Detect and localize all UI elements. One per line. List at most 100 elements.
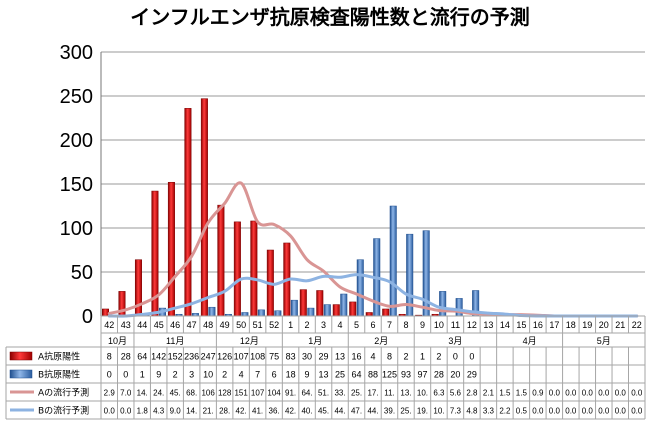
- week-label: 49: [220, 320, 230, 330]
- data-label: 25: [335, 370, 345, 380]
- week-label: 6: [370, 320, 375, 330]
- data-label: 0: [453, 352, 458, 362]
- data-label: 0.0: [104, 407, 116, 416]
- data-label: 142: [151, 352, 166, 362]
- data-label: 236: [184, 352, 199, 362]
- data-label: 2: [222, 370, 227, 380]
- data-label: 0.0: [582, 407, 594, 416]
- data-label: 1.5: [499, 389, 511, 398]
- data-label: 126: [217, 352, 232, 362]
- bar-b: [290, 299, 298, 317]
- data-label: 152: [168, 352, 183, 362]
- data-label: 2.2: [499, 407, 511, 416]
- data-label: 24.: [153, 389, 164, 398]
- week-label: 20: [599, 320, 609, 330]
- data-label: 14.: [137, 389, 148, 398]
- data-label: 83: [286, 352, 296, 362]
- data-label: 29: [467, 370, 477, 380]
- week-label: 11: [451, 320, 460, 330]
- week-label: 18: [566, 320, 576, 330]
- legend-key: [9, 369, 33, 379]
- data-label: 4: [239, 370, 244, 380]
- bar-b: [208, 306, 216, 317]
- bar-a: [250, 220, 258, 317]
- data-label: 128: [218, 389, 232, 398]
- data-label: 0.0: [615, 389, 627, 398]
- data-label: 0: [469, 352, 474, 362]
- bar-a: [332, 304, 340, 317]
- data-label: 107: [234, 352, 249, 362]
- y-tick-label: 200: [60, 130, 93, 152]
- data-label: 19.: [417, 407, 428, 416]
- data-label: 39.: [384, 407, 395, 416]
- data-label: 0: [123, 370, 128, 380]
- week-label: 21: [615, 320, 625, 330]
- data-label: 0.0: [565, 407, 577, 416]
- week-label: 8: [403, 320, 408, 330]
- gridlines: [100, 51, 645, 317]
- data-label: 247: [201, 352, 216, 362]
- data-label: 18: [286, 370, 296, 380]
- data-label: 9: [156, 370, 161, 380]
- data-label: 29: [319, 352, 329, 362]
- bar-a: [184, 108, 192, 317]
- week-label: 14: [500, 320, 510, 330]
- data-label: 64: [352, 370, 362, 380]
- data-label: 1: [420, 352, 425, 362]
- bar-a: [365, 312, 373, 317]
- bar-a: [167, 181, 175, 317]
- data-label: 108: [250, 352, 265, 362]
- data-label: 3.3: [483, 407, 495, 416]
- data-label: 28.: [219, 407, 230, 416]
- bar-a: [233, 221, 241, 317]
- data-label: 9: [305, 370, 310, 380]
- data-label: 9.0: [170, 407, 182, 416]
- week-label: 52: [269, 320, 279, 330]
- legend-key: [9, 351, 33, 361]
- data-label: 0.0: [120, 407, 132, 416]
- data-label: 64.: [301, 389, 312, 398]
- data-label: 14.: [186, 407, 197, 416]
- bar-a: [217, 204, 225, 317]
- week-label: 12: [467, 320, 477, 330]
- data-label: 104: [267, 389, 281, 398]
- bar-b: [439, 291, 447, 317]
- data-label: 21.: [203, 407, 214, 416]
- data-label: 42.: [285, 407, 296, 416]
- data-label: 20: [450, 370, 460, 380]
- week-label: 13: [483, 320, 493, 330]
- week-label: 45: [154, 320, 164, 330]
- bar-b: [307, 307, 315, 317]
- data-label: 0.0: [615, 407, 627, 416]
- legend-label: Bの流行予測: [38, 405, 89, 417]
- y-tick-label: 150: [60, 174, 93, 196]
- data-label: 41.: [252, 407, 263, 416]
- data-label: 0.0: [598, 407, 610, 416]
- data-label: 93: [401, 370, 411, 380]
- data-label: 2: [403, 352, 408, 362]
- data-label: 8: [387, 352, 392, 362]
- legend-label: Aの流行予測: [38, 387, 89, 399]
- data-label: 4: [370, 352, 375, 362]
- data-label: 45.: [318, 407, 329, 416]
- data-label: 4.8: [466, 407, 478, 416]
- data-label: 0.0: [565, 389, 577, 398]
- bar-b: [323, 304, 331, 317]
- week-label: 47: [187, 320, 197, 330]
- data-label: 0.9: [532, 389, 544, 398]
- data-label: 2.1: [483, 389, 495, 398]
- data-label: 44.: [367, 407, 378, 416]
- data-label: 0.0: [549, 407, 561, 416]
- data-label: 106: [201, 389, 215, 398]
- bar-a: [200, 98, 208, 317]
- week-label: 44: [137, 320, 147, 330]
- bar-a: [349, 301, 357, 317]
- bar-a: [382, 308, 390, 317]
- data-label: 8: [107, 352, 112, 362]
- data-label: 11.: [384, 389, 395, 398]
- bar-b: [257, 309, 265, 317]
- week-label: 22: [632, 320, 642, 330]
- data-table: 42 43 44 45 46 47 48 49 50 51 52 1 2 3 4 5 6 7 8 9 10 11 12 13 1…: [5, 315, 646, 420]
- data-label: 42.: [236, 407, 247, 416]
